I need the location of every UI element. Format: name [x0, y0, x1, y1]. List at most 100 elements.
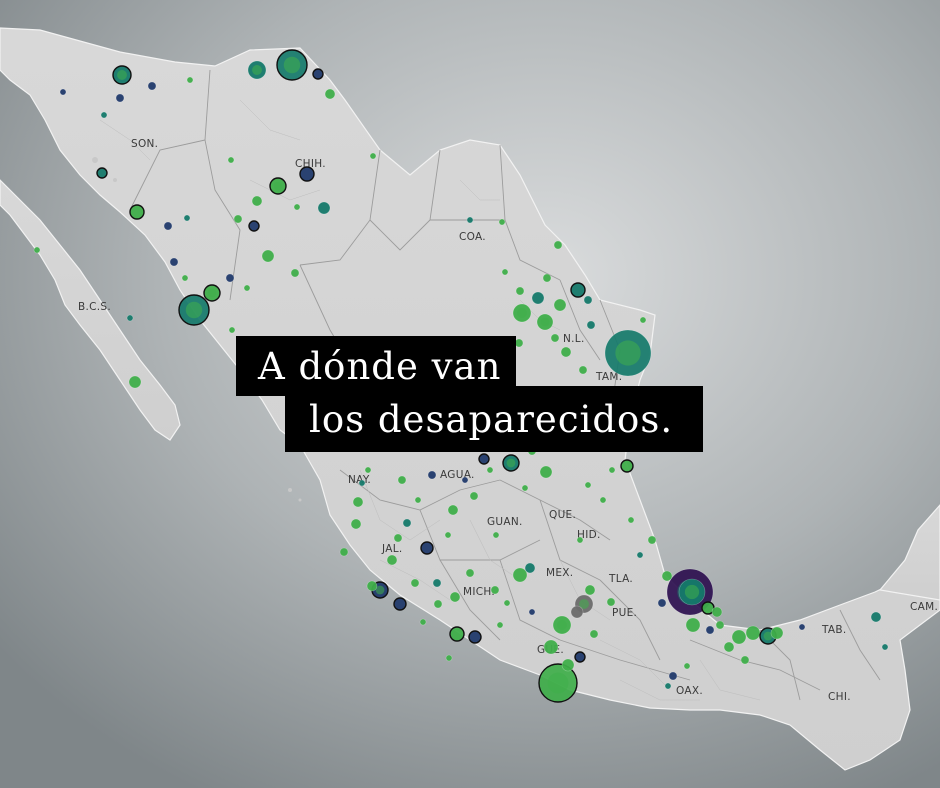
map-dot — [881, 643, 889, 651]
map-dot-inner — [375, 585, 385, 595]
label-guan: GUAN. — [487, 516, 523, 528]
map-dot — [96, 167, 108, 179]
map-dot — [100, 111, 108, 119]
map-dot-inner — [252, 65, 262, 75]
map-dot — [186, 76, 194, 84]
map-dot — [492, 531, 500, 539]
map-dot — [620, 459, 634, 473]
map-dot — [386, 554, 398, 566]
map-dot — [183, 214, 191, 222]
label-mex: MEX. — [546, 567, 573, 579]
map-dot-inner — [540, 317, 550, 327]
map-dot — [419, 618, 427, 626]
map-dot — [163, 221, 173, 231]
map-dot — [553, 240, 563, 250]
map-dot — [647, 535, 657, 545]
map-dot — [115, 93, 125, 103]
map-dot — [599, 496, 607, 504]
label-tla: TLA. — [608, 573, 633, 585]
label-bcs: B.C.S. — [78, 301, 111, 313]
map-dot — [432, 578, 442, 588]
map-dot — [570, 282, 586, 298]
map-dot — [583, 295, 593, 305]
map-dot — [366, 580, 378, 592]
title-line-2: los desaparecidos. — [285, 386, 703, 452]
map-dot-inner — [207, 288, 217, 298]
map-dot — [369, 152, 377, 160]
map-dot — [33, 246, 41, 254]
map-dot — [466, 216, 474, 224]
label-nay: NAY. — [348, 474, 371, 486]
map-dot — [248, 220, 260, 232]
label-tab: TAB. — [821, 624, 847, 636]
map-dot — [731, 629, 747, 645]
map-dot — [358, 479, 366, 487]
map-dot — [608, 466, 616, 474]
map-dot — [683, 662, 691, 670]
map-dot — [233, 214, 243, 224]
map-dot-inner — [547, 672, 569, 694]
map-dot — [129, 204, 145, 220]
map-dot — [339, 547, 349, 557]
map-dot — [324, 88, 336, 100]
map-dot — [553, 298, 567, 312]
map-dot-inner — [273, 181, 283, 191]
map-dot — [636, 551, 644, 559]
map-dot — [181, 274, 189, 282]
label-chi: CHI. — [828, 691, 851, 703]
label-mich: MICH. — [463, 586, 495, 598]
map-dot — [528, 608, 536, 616]
map-dot — [490, 585, 500, 595]
map-dot — [449, 626, 465, 642]
label-cam: CAM. — [910, 601, 938, 613]
map-dot — [468, 630, 482, 644]
map-dot — [639, 316, 647, 324]
map-dot — [531, 291, 545, 305]
map-dot — [227, 156, 235, 164]
map-dot — [627, 516, 635, 524]
label-oax: OAX. — [676, 685, 703, 697]
map-dot — [606, 597, 616, 607]
map-dot — [410, 578, 420, 588]
map-dot — [393, 533, 403, 543]
map-dot — [550, 333, 560, 343]
map-dot — [715, 620, 725, 630]
map-dot — [705, 625, 715, 635]
map-dot — [515, 286, 525, 296]
map-dot — [352, 496, 364, 508]
map-dot — [364, 466, 372, 474]
map-dot — [128, 375, 142, 389]
map-dot — [521, 484, 529, 492]
map-dot — [228, 326, 236, 334]
label-agua: AGUA. — [440, 469, 475, 481]
map-dot — [59, 88, 67, 96]
map-dot-inner — [185, 301, 203, 319]
map-dot — [169, 257, 179, 267]
map-dot — [350, 518, 362, 530]
map-dot — [664, 682, 672, 690]
map-dot — [685, 617, 701, 633]
map-dot — [496, 621, 504, 629]
map-dot — [560, 346, 572, 358]
map-dot — [445, 654, 453, 662]
map-dot — [584, 584, 596, 596]
map-dot — [402, 518, 412, 528]
map-dot — [486, 466, 494, 474]
map-dot — [299, 166, 315, 182]
map-dot-inner — [117, 70, 127, 80]
map-dot-inner — [763, 631, 773, 641]
map-dot — [461, 476, 469, 484]
map-dot — [661, 570, 673, 582]
map-dot — [539, 465, 553, 479]
map-dot-inner — [517, 308, 527, 318]
label-jal: JAL. — [381, 543, 402, 555]
map-dot — [870, 611, 882, 623]
map-dot — [657, 598, 667, 608]
map-dot — [798, 623, 806, 631]
map-dot — [312, 68, 324, 80]
map-dot-inner — [684, 584, 700, 600]
map-dot — [290, 268, 300, 278]
label-hid: HID. — [577, 529, 601, 541]
map-dot — [469, 491, 479, 501]
